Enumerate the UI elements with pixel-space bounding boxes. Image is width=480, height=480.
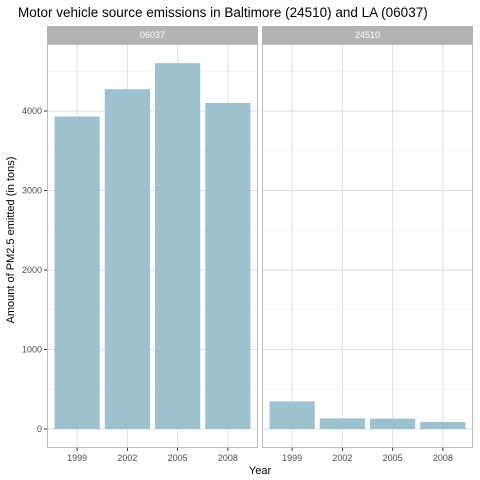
x-tick-label: 2008 (218, 453, 238, 463)
facet-panels: 06037 1999 2002 2005 2008 0 1000 2000 3000 4000 24… (22, 26, 473, 463)
y-tick-label: 4000 (22, 106, 42, 116)
facet-strip-label: 24510 (355, 30, 380, 40)
x-tick-label: 1999 (282, 453, 302, 463)
x-tick-label: 2008 (433, 453, 453, 463)
y-tick-label: 3000 (22, 186, 42, 196)
facet-strip (262, 26, 473, 44)
y-tick-label: 0 (37, 424, 42, 434)
x-tick-label: 2002 (117, 453, 137, 463)
bar-06037-1999 (54, 116, 100, 429)
facet-strip (47, 26, 258, 44)
bar-24510-2005 (370, 418, 416, 429)
panel-border (47, 44, 258, 448)
x-axis-title: Year (249, 465, 272, 477)
x-tick-label: 2002 (332, 453, 352, 463)
bar-06037-2008 (205, 102, 251, 430)
x-tick-label: 2005 (383, 453, 403, 463)
y-axis-title: Amount of PM2.5 emitted (in tons) (5, 157, 17, 324)
x-tick-label: 2005 (168, 453, 188, 463)
chart-title: Motor vehicle source emissions in Baltim… (18, 5, 428, 20)
facet-strip-label: 06037 (140, 30, 165, 40)
panel-border (262, 44, 473, 448)
bar-06037-2005 (155, 63, 201, 430)
bar-06037-2002 (104, 89, 150, 429)
bar-24510-2008 (420, 421, 466, 429)
y-tick-label: 1000 (22, 345, 42, 355)
bar-24510-1999 (269, 401, 315, 429)
y-tick-label: 2000 (22, 265, 42, 275)
facet-panel-24510: 24510 1999 2002 2005 2008 (262, 26, 473, 463)
facet-panel-06037: 06037 1999 2002 2005 2008 0 1000 2000 3000 4000 (22, 26, 258, 463)
bar-24510-2002 (319, 418, 365, 429)
x-tick-label: 1999 (67, 453, 87, 463)
